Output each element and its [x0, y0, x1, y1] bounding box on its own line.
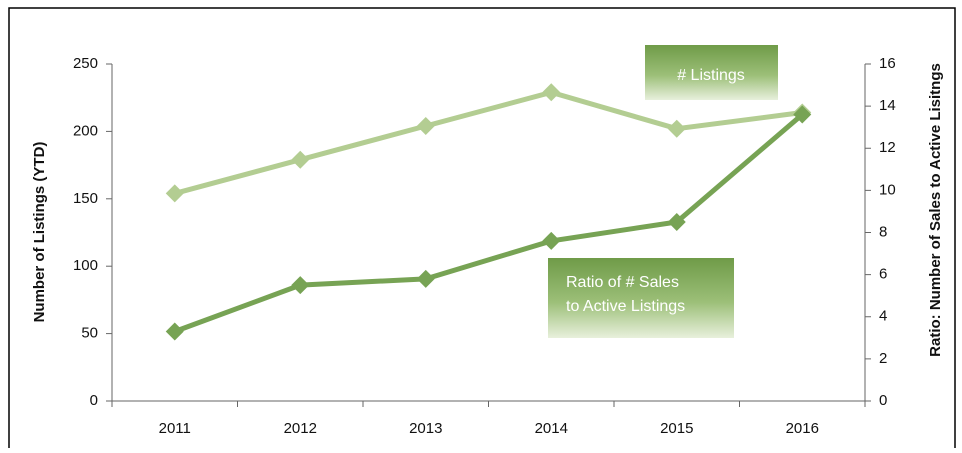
- line: [173, 112, 804, 334]
- y-tick-label: 0: [90, 392, 98, 409]
- marker: [291, 276, 310, 295]
- x-tick-label: 2013: [409, 420, 442, 437]
- marker: [416, 269, 435, 288]
- marker: [793, 105, 812, 124]
- marker: [416, 117, 435, 136]
- x-tick-label: 2016: [786, 420, 819, 437]
- y-axis-label: Number of Listings (YTD): [31, 142, 48, 323]
- legend-label: to Active Listings: [566, 298, 685, 315]
- y-tick-label: 250: [73, 55, 98, 72]
- marker: [165, 322, 184, 341]
- y-tick-label: 100: [73, 257, 98, 274]
- y2-tick-label: 12: [879, 139, 896, 156]
- legend-label: Ratio of # Sales: [566, 274, 679, 291]
- marker: [667, 212, 686, 231]
- line: [174, 89, 803, 196]
- marker: [542, 231, 561, 250]
- legend-box: [548, 258, 734, 338]
- y2-tick-label: 4: [879, 308, 887, 325]
- y2-tick-label: 2: [879, 350, 887, 367]
- legend-box: [645, 45, 778, 100]
- y2-tick-label: 8: [879, 223, 887, 240]
- y2-tick-label: 10: [879, 181, 896, 198]
- marker: [165, 184, 184, 203]
- marker: [291, 150, 310, 169]
- x-tick-label: 2014: [535, 420, 568, 437]
- x-tick-label: 2015: [660, 420, 693, 437]
- x-tick-label: 2011: [159, 420, 191, 437]
- y-tick-label: 200: [73, 122, 98, 139]
- y2-axis-label: Ratio: Number of Sales to Active Lisitng…: [927, 63, 944, 357]
- y2-tick-label: 14: [879, 97, 896, 114]
- marker: [667, 119, 686, 138]
- y-tick-label: 50: [81, 325, 98, 342]
- y2-tick-label: 0: [879, 392, 887, 409]
- frame: [8, 7, 956, 453]
- x-tick-label: 2012: [284, 420, 317, 437]
- y2-tick-label: 6: [879, 266, 887, 283]
- marker: [542, 83, 561, 102]
- y2-tick-label: 16: [879, 55, 896, 72]
- y-tick-label: 150: [73, 190, 98, 207]
- legend-label: # Listings: [677, 67, 745, 84]
